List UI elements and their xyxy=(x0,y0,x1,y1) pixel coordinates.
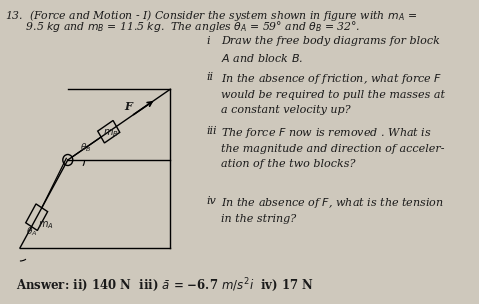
Text: $m_A$: $m_A$ xyxy=(38,219,53,231)
Text: iv: iv xyxy=(206,196,216,206)
Text: F: F xyxy=(124,101,132,112)
Text: Answer: ii) 140 N  iii) $\bar{a}$ = −6.7 $m/s^{2}i$  iv) 17 N: Answer: ii) 140 N iii) $\bar{a}$ = −6.7 … xyxy=(16,276,314,294)
Text: i: i xyxy=(206,36,210,46)
Text: In the absence of friction, what force $F$
would be required to pull the masses : In the absence of friction, what force $… xyxy=(221,72,445,115)
Text: $m_B$: $m_B$ xyxy=(103,127,118,139)
Text: In the absence of $F$, what is the tension
in the string?: In the absence of $F$, what is the tensi… xyxy=(221,196,444,224)
Text: Draw the free body diagrams for block
$A$ and block $B$.: Draw the free body diagrams for block $A… xyxy=(221,36,440,64)
Text: $\theta_A$: $\theta_A$ xyxy=(26,226,38,239)
Text: $\theta_B$: $\theta_B$ xyxy=(80,141,91,154)
Text: ii: ii xyxy=(206,72,214,82)
Text: The force $F$ now is removed . What is
the magnitude and direction of acceler-
a: The force $F$ now is removed . What is t… xyxy=(221,126,445,169)
Text: iii: iii xyxy=(206,126,217,136)
Text: 13.  (Force and Motion - I) Consider the system shown in figure with $m_A$ =: 13. (Force and Motion - I) Consider the … xyxy=(5,8,417,23)
Text: 9.5 $kg$ and $m_B$ = 11.5 $kg$.  The angles $\theta_A$ = 59° and $\theta_B$ = 32: 9.5 $kg$ and $m_B$ = 11.5 $kg$. The angl… xyxy=(5,19,361,34)
